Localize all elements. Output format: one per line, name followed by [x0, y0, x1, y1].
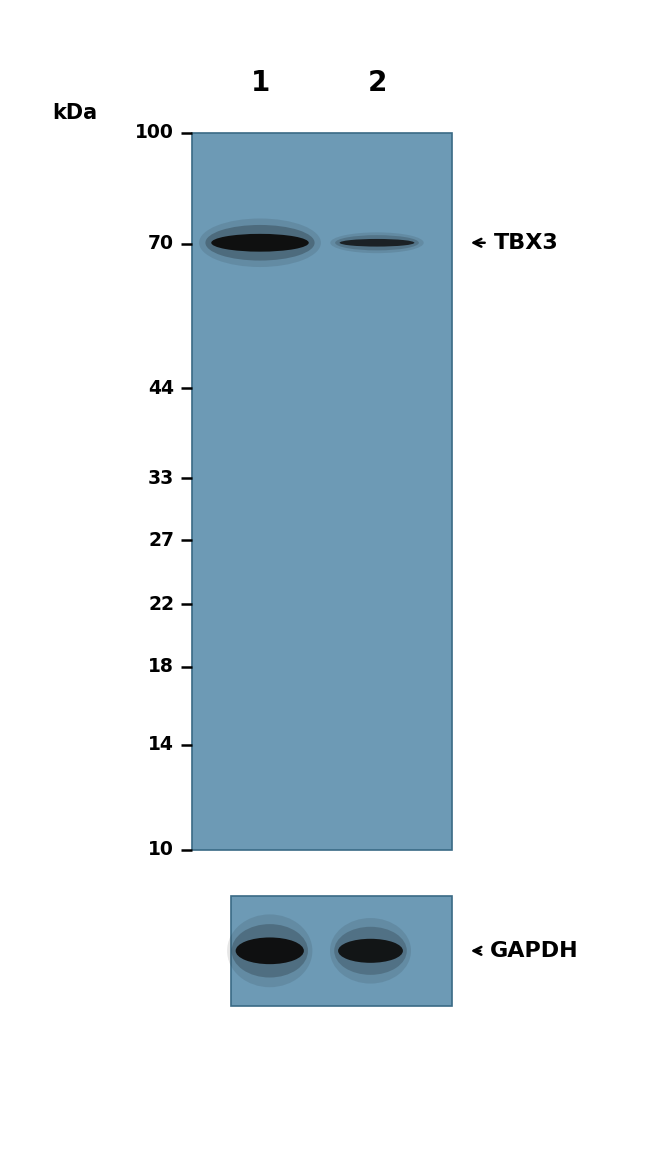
Ellipse shape — [227, 914, 313, 987]
Bar — [231, 896, 452, 1006]
Ellipse shape — [205, 225, 315, 260]
Ellipse shape — [338, 939, 403, 963]
Text: 2: 2 — [367, 69, 387, 97]
Ellipse shape — [335, 235, 419, 251]
Text: TBX3: TBX3 — [494, 232, 559, 253]
Bar — [192, 133, 452, 850]
Text: 27: 27 — [148, 531, 174, 550]
Ellipse shape — [231, 924, 308, 978]
Ellipse shape — [339, 239, 415, 246]
Text: kDa: kDa — [52, 103, 98, 124]
Ellipse shape — [330, 918, 411, 984]
Ellipse shape — [211, 234, 309, 252]
Ellipse shape — [235, 938, 304, 964]
Text: 44: 44 — [148, 379, 174, 398]
Text: 18: 18 — [148, 658, 174, 676]
Ellipse shape — [334, 927, 407, 975]
Ellipse shape — [330, 232, 424, 253]
Text: 1: 1 — [250, 69, 270, 97]
Text: 22: 22 — [148, 594, 174, 614]
Text: 14: 14 — [148, 735, 174, 755]
Text: 100: 100 — [135, 124, 174, 142]
Text: GAPDH: GAPDH — [489, 941, 578, 961]
Text: 70: 70 — [148, 235, 174, 253]
Ellipse shape — [199, 218, 321, 267]
Text: 10: 10 — [148, 840, 174, 859]
Text: 33: 33 — [148, 468, 174, 488]
